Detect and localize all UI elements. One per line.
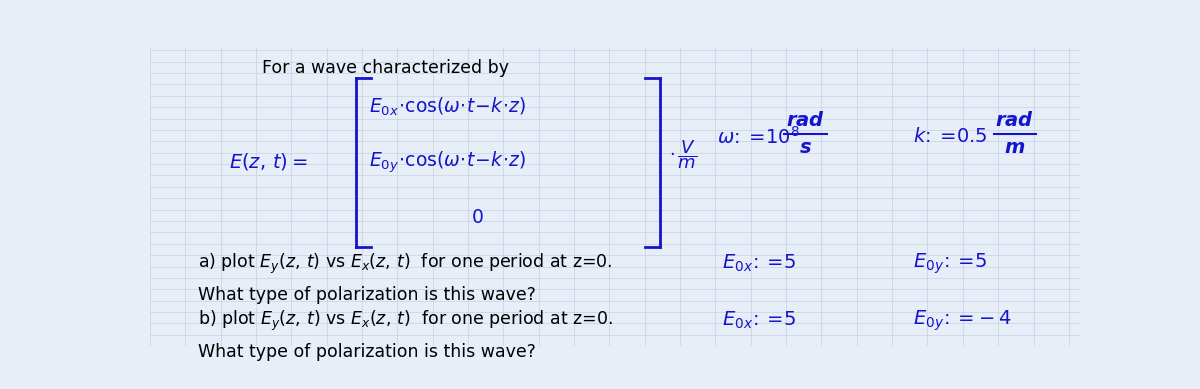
Text: $\mathit{E}_{0y}\!\cdot\!\cos(\omega\!\cdot\! t\!-\!k\!\cdot\! z)$: $\mathit{E}_{0y}\!\cdot\!\cos(\omega\!\c… bbox=[368, 149, 526, 175]
Text: $\mathit{E}_{0y}\!:=\!-4$: $\mathit{E}_{0y}\!:=\!-4$ bbox=[912, 308, 1012, 333]
Text: For a wave characterized by: For a wave characterized by bbox=[262, 59, 509, 77]
Text: What type of polarization is this wave?: What type of polarization is this wave? bbox=[198, 343, 536, 361]
Text: $\mathit{E}(z,\,t)=$: $\mathit{E}(z,\,t)=$ bbox=[229, 151, 308, 172]
Text: $\bfit{rad}$: $\bfit{rad}$ bbox=[786, 110, 826, 130]
Text: $\omega\!:=\!10^8$: $\omega\!:=\!10^8$ bbox=[718, 126, 800, 147]
Text: What type of polarization is this wave?: What type of polarization is this wave? bbox=[198, 286, 536, 304]
Text: $\bfit{m}$: $\bfit{m}$ bbox=[1004, 138, 1026, 156]
Text: b) plot $\mathit{E}_y(z,\,t)$ vs $\mathit{E}_x(z,\,t)$  for one period at z=0.: b) plot $\mathit{E}_y(z,\,t)$ vs $\mathi… bbox=[198, 308, 613, 333]
Text: a) plot $\mathit{E}_y(z,\,t)$ vs $\mathit{E}_x(z,\,t)$  for one period at z=0.: a) plot $\mathit{E}_y(z,\,t)$ vs $\mathi… bbox=[198, 252, 613, 276]
Text: $\bfit{s}$: $\bfit{s}$ bbox=[799, 138, 812, 156]
Text: $0$: $0$ bbox=[470, 208, 484, 227]
Text: $k\!:=\!0.5$: $k\!:=\!0.5$ bbox=[912, 127, 988, 146]
Text: $\cdot\,\dfrac{V}{m}$: $\cdot\,\dfrac{V}{m}$ bbox=[668, 138, 697, 171]
Text: $\mathit{E}_{0x}\!:=\!5$: $\mathit{E}_{0x}\!:=\!5$ bbox=[722, 310, 796, 331]
Text: $\mathit{E}_{0x}\!\cdot\!\cos(\omega\!\cdot\! t\!-\!k\!\cdot\! z)$: $\mathit{E}_{0x}\!\cdot\!\cos(\omega\!\c… bbox=[368, 95, 526, 118]
Text: $\mathit{E}_{0x}\!:=\!5$: $\mathit{E}_{0x}\!:=\!5$ bbox=[722, 253, 796, 275]
Text: $\mathit{E}_{0y}\!:=\!5$: $\mathit{E}_{0y}\!:=\!5$ bbox=[912, 252, 986, 276]
Text: $\bfit{rad}$: $\bfit{rad}$ bbox=[996, 110, 1034, 130]
